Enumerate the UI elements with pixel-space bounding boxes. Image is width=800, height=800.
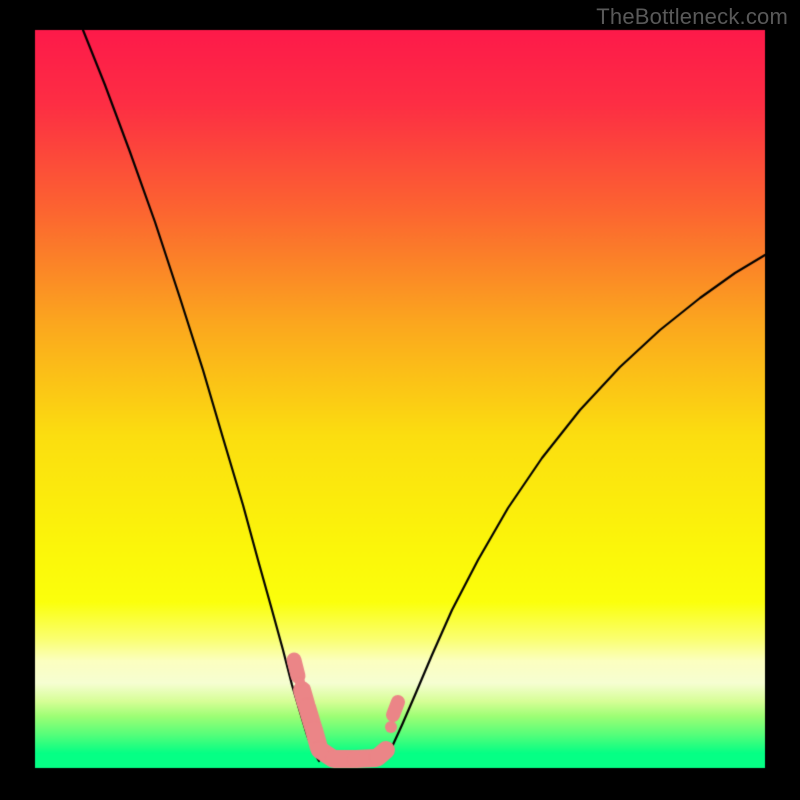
chart-stage: TheBottleneck.com [0,0,800,800]
watermark-label: TheBottleneck.com [596,4,788,30]
curve-overlay-canvas [0,0,800,800]
